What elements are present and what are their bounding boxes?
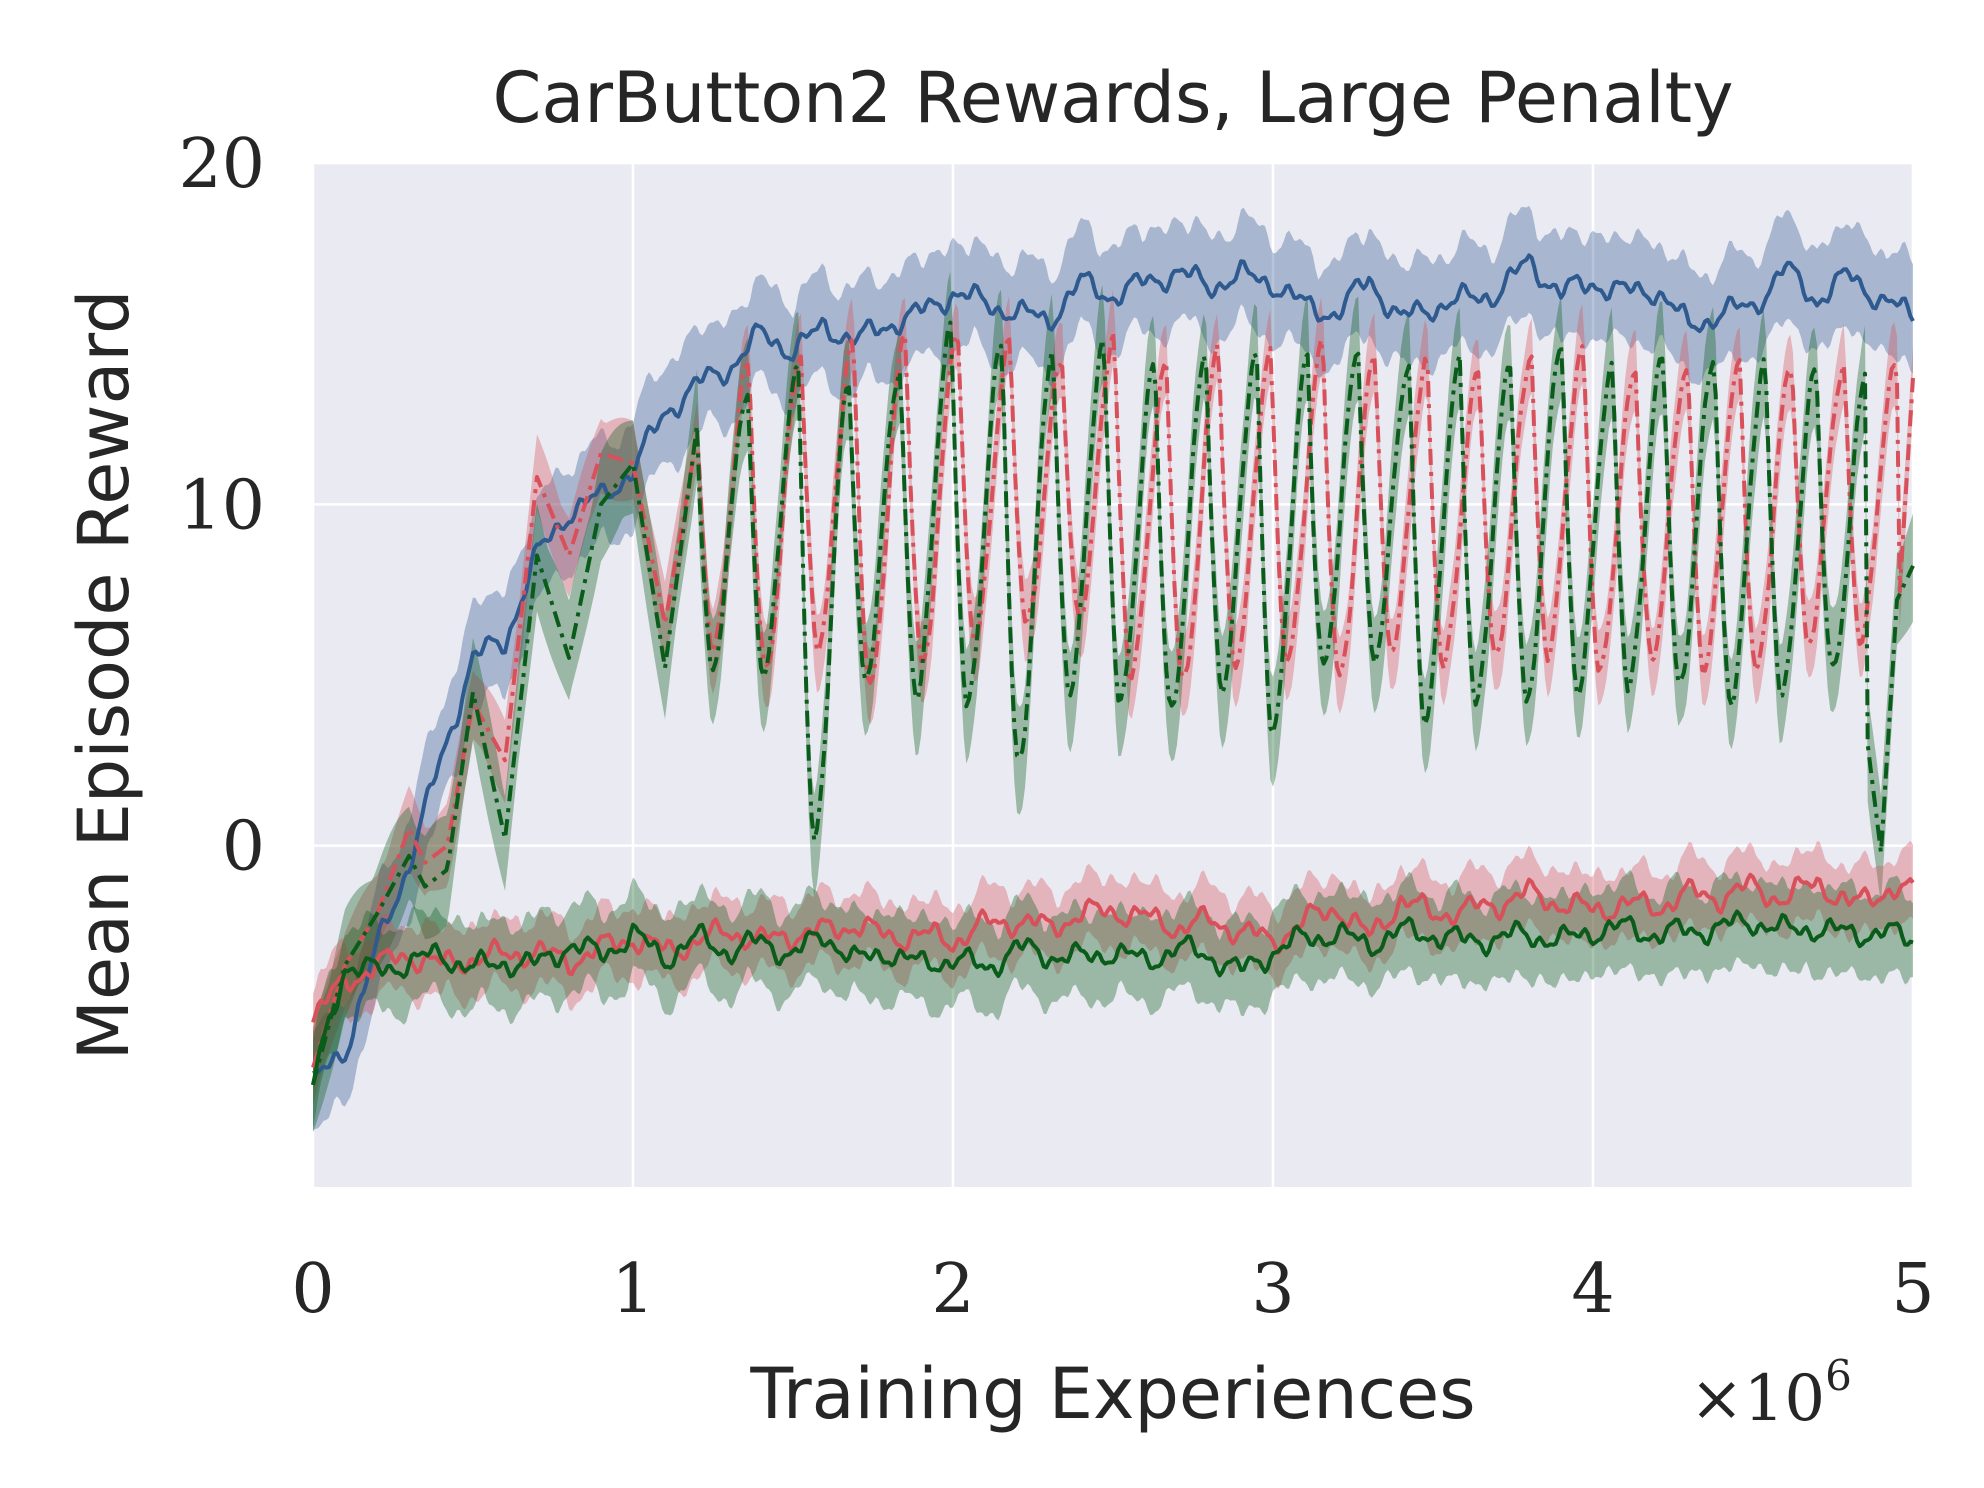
y-tick-label-1: 10	[178, 466, 265, 545]
x-tick-label-1: 1	[611, 1250, 654, 1329]
y-tick-label-0: 0	[222, 808, 265, 887]
x-axis-multiplier: ×106	[1690, 1351, 1852, 1436]
x-tick-labels: 0 1 2 3 4 5	[291, 1250, 1934, 1329]
x-multiplier-base: ×10	[1690, 1362, 1825, 1436]
x-tick-label-0: 0	[291, 1250, 334, 1329]
blue-solid-line	[312, 253, 1915, 1075]
green-solid-line	[311, 909, 1914, 1086]
x-tick-label-2: 2	[931, 1250, 974, 1329]
red-dashdot-line	[311, 330, 1915, 1069]
y-tick-label-2: 20	[178, 125, 265, 204]
x-multiplier-exponent: 6	[1825, 1351, 1852, 1400]
y-tick-labels: 0 10 20	[178, 125, 265, 887]
y-axis-label: Mean Episode Reward	[63, 290, 145, 1061]
x-tick-label-5: 5	[1891, 1250, 1934, 1329]
blue-solid-band	[313, 205, 1913, 1131]
red-solid-line	[311, 872, 1915, 1023]
plot-background	[313, 163, 1913, 1187]
x-tick-label-4: 4	[1571, 1250, 1614, 1329]
x-axis-label: Training Experiences	[749, 1353, 1475, 1435]
x-tick-label-3: 3	[1251, 1250, 1294, 1329]
series-lines	[311, 253, 1915, 1086]
green-solid-band	[313, 869, 1913, 1128]
chart-title: CarButton2 Rewards, Large Penalty	[492, 57, 1733, 139]
